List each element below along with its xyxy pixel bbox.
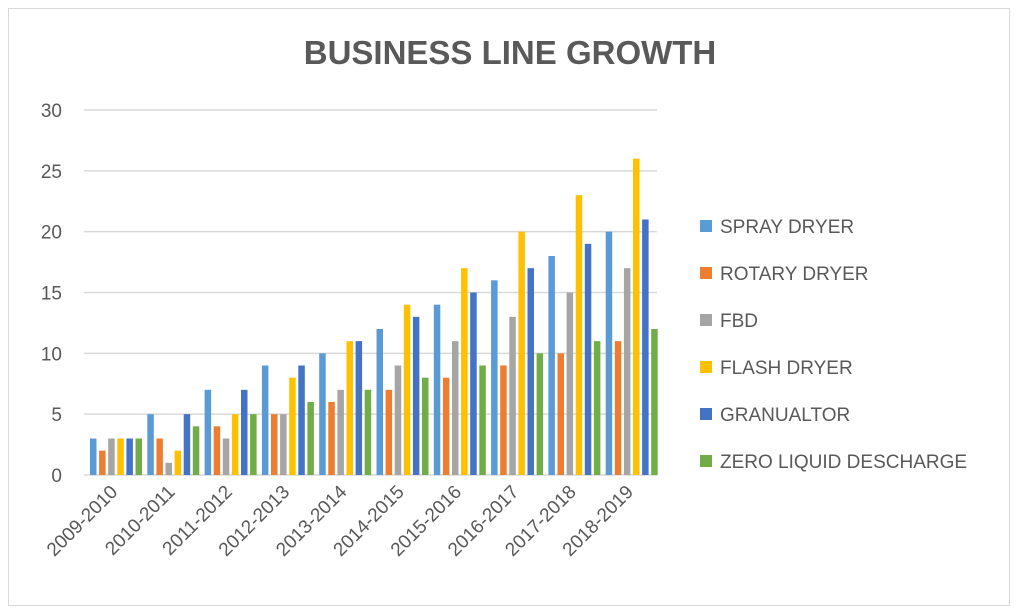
legend-label: FBD: [720, 311, 758, 332]
bar-granualtor: [355, 341, 363, 475]
bar-granualtor: [470, 292, 477, 475]
bar-rotary-dryer: [614, 341, 622, 475]
y-tick-label: 15: [41, 284, 62, 305]
y-tick-label: 30: [41, 101, 62, 122]
bar-flash-dryer: [633, 158, 640, 475]
legend-label: ROTARY DRYER: [720, 264, 869, 285]
bar-fbd: [222, 438, 230, 475]
bar-rotary-dryer: [557, 353, 564, 475]
bar-fbd: [623, 268, 631, 475]
bar-granualtor: [126, 438, 133, 475]
bar-spray-dryer: [261, 365, 269, 475]
legend-swatch: [700, 267, 712, 279]
bar-fbd: [566, 292, 574, 475]
legend-label: FLASH DRYER: [720, 358, 853, 379]
bar-fbd: [337, 389, 344, 475]
x-axis-ticks: 2009-20102010-20112011-20122012-20132013…: [43, 481, 638, 560]
bar-zero-liquid-descharge: [536, 353, 544, 475]
bar-granualtor: [183, 414, 191, 475]
bar-granualtor: [642, 219, 649, 475]
bar-flash-dryer: [289, 377, 296, 475]
bar-fbd: [280, 414, 287, 475]
bar-flash-dryer: [231, 414, 239, 475]
y-tick-label: 25: [41, 162, 62, 183]
bars: [90, 158, 658, 475]
legend-swatch: [700, 455, 712, 467]
legend-label: SPRAY DRYER: [720, 217, 854, 238]
bar-zero-liquid-descharge: [479, 365, 486, 475]
bar-spray-dryer: [90, 438, 97, 475]
bar-flash-dryer: [117, 438, 124, 475]
bar-spray-dryer: [319, 353, 326, 475]
bar-zero-liquid-descharge: [422, 377, 429, 475]
bar-granualtor: [241, 389, 248, 475]
y-tick-label: 5: [51, 405, 62, 426]
bar-rotary-dryer: [500, 365, 507, 475]
bar-zero-liquid-descharge: [364, 389, 372, 475]
bar-fbd: [165, 462, 172, 475]
bar-flash-dryer: [346, 341, 353, 475]
bar-rotary-dryer: [385, 389, 393, 475]
bar-zero-liquid-descharge: [250, 414, 257, 475]
y-axis-ticks: 0 5 10 15 20 25 30: [41, 101, 62, 487]
bar-zero-liquid-descharge: [307, 402, 314, 475]
legend-swatch: [700, 314, 712, 326]
bar-spray-dryer: [491, 280, 498, 475]
bar-spray-dryer: [605, 231, 613, 475]
legend-label: GRANUALTOR: [720, 405, 850, 426]
bar-rotary-dryer: [328, 402, 335, 475]
bar-granualtor: [584, 243, 592, 475]
legend-swatch: [700, 220, 712, 232]
bar-rotary-dryer: [213, 426, 221, 475]
bar-spray-dryer: [376, 329, 383, 475]
legend-swatch: [700, 408, 712, 420]
bar-granualtor: [527, 268, 534, 475]
legend: SPRAY DRYER ROTARY DRYER FBD FLASH DRYER GRA…: [700, 217, 967, 473]
y-tick-label: 0: [51, 466, 62, 487]
chart-frame: [8, 8, 1010, 606]
bar-zero-liquid-descharge: [135, 438, 142, 475]
y-tick-label: 20: [41, 223, 62, 244]
bar-spray-dryer: [433, 304, 441, 475]
bar-fbd: [452, 341, 459, 475]
bar-zero-liquid-descharge: [593, 341, 601, 475]
bar-flash-dryer: [461, 268, 468, 475]
bar-zero-liquid-descharge: [651, 329, 658, 475]
bar-rotary-dryer: [271, 414, 278, 475]
bar-zero-liquid-descharge: [192, 426, 200, 475]
bar-flash-dryer: [174, 450, 182, 475]
bar-fbd: [509, 316, 516, 475]
bar-rotary-dryer: [156, 438, 163, 475]
bar-fbd: [394, 365, 402, 475]
bar-flash-dryer: [403, 304, 411, 475]
bar-fbd: [108, 438, 115, 475]
bar-spray-dryer: [548, 256, 555, 475]
y-tick-label: 10: [41, 344, 62, 365]
bar-flash-dryer: [575, 195, 583, 475]
bar-spray-dryer: [204, 389, 212, 475]
bar-rotary-dryer: [442, 377, 450, 475]
legend-swatch: [700, 361, 712, 373]
bar-granualtor: [412, 316, 420, 475]
bar-flash-dryer: [518, 231, 525, 475]
bar-rotary-dryer: [99, 450, 106, 475]
bar-spray-dryer: [147, 414, 154, 475]
chart-title: BUSINESS LINE GROWTH: [304, 34, 717, 71]
bar-granualtor: [298, 365, 305, 475]
legend-label: ZERO LIQUID DESCHARGE: [720, 452, 967, 473]
